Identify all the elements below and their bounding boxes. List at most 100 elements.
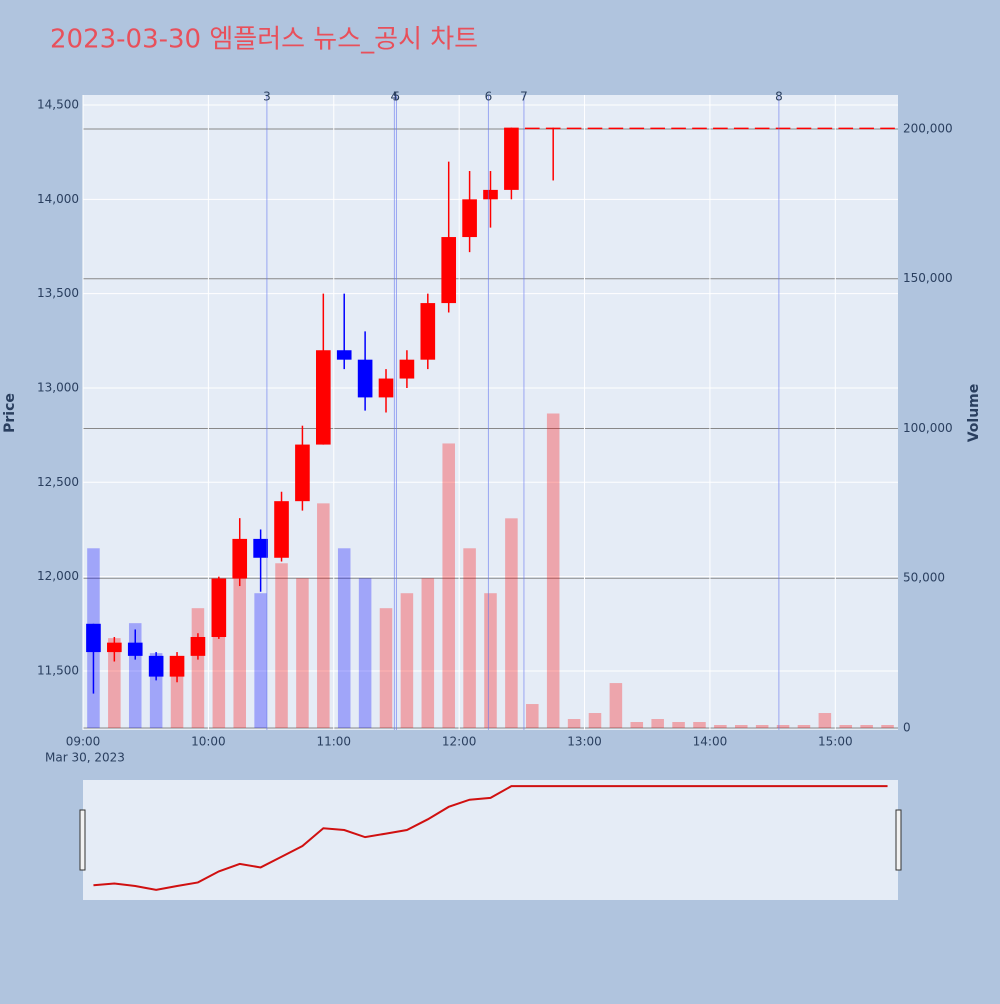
candle-body bbox=[107, 642, 122, 653]
volume-bar bbox=[797, 725, 811, 729]
candle-body bbox=[211, 578, 227, 637]
candle-body bbox=[545, 127, 561, 130]
volume-bar bbox=[233, 578, 246, 729]
candle-body bbox=[316, 350, 331, 445]
y2-tick-label: 0 bbox=[903, 721, 911, 735]
candle-body bbox=[566, 127, 582, 130]
volume-bar bbox=[379, 608, 393, 729]
candle-body bbox=[671, 127, 686, 130]
candle-body bbox=[608, 127, 624, 130]
candle-body bbox=[524, 127, 540, 130]
candle-body bbox=[274, 501, 289, 558]
volume-bar bbox=[191, 608, 205, 729]
candle-body bbox=[169, 655, 185, 677]
candle-body bbox=[253, 538, 268, 558]
x-tick-label: 10:00 bbox=[191, 735, 226, 749]
candle-body bbox=[357, 359, 373, 398]
candle-body bbox=[880, 127, 895, 130]
date-label: Mar 30, 2023 bbox=[45, 751, 125, 765]
candle-body bbox=[420, 303, 436, 360]
volume-bar bbox=[442, 443, 455, 729]
volume-bar bbox=[755, 725, 769, 729]
y2-tick-label: 100,000 bbox=[903, 421, 953, 435]
candle-body bbox=[838, 127, 854, 130]
candle-body bbox=[148, 655, 164, 677]
candle-body bbox=[441, 237, 457, 304]
chart-title: 2023-03-30 엠플러스 뉴스_공시 차트 bbox=[50, 25, 478, 55]
news-label: 3 bbox=[263, 90, 271, 104]
candle-body bbox=[775, 127, 791, 130]
volume-bar bbox=[358, 578, 372, 729]
y-tick-label: 13,500 bbox=[37, 286, 79, 300]
x-tick-label: 11:00 bbox=[316, 735, 351, 749]
news-label: 6 bbox=[485, 90, 493, 104]
candle-body bbox=[399, 359, 415, 379]
x-tick-label: 14:00 bbox=[693, 735, 728, 749]
x-tick-label: 09:00 bbox=[66, 735, 101, 749]
candle-body bbox=[692, 127, 707, 130]
y-axis-title: Price bbox=[2, 393, 18, 433]
y2-tick-label: 200,000 bbox=[903, 121, 953, 135]
volume-bar bbox=[484, 593, 497, 729]
candle-body bbox=[190, 636, 206, 656]
volume-bar bbox=[651, 719, 664, 729]
volume-bar bbox=[693, 722, 706, 729]
y-tick-label: 13,000 bbox=[37, 380, 79, 394]
volume-bar bbox=[860, 725, 873, 729]
candle-body bbox=[127, 642, 143, 656]
y-tick-label: 14,000 bbox=[37, 192, 79, 206]
y2-tick-label: 150,000 bbox=[903, 271, 953, 285]
y2-axis-title: Volume bbox=[966, 384, 982, 443]
volume-bar bbox=[108, 638, 121, 729]
candle-body bbox=[295, 444, 310, 502]
volume-bar bbox=[275, 563, 288, 729]
volume-bar bbox=[463, 548, 476, 729]
candle-body bbox=[86, 623, 101, 653]
y2-tick-label: 50,000 bbox=[903, 571, 945, 585]
news-label: 8 bbox=[775, 90, 783, 104]
volume-bar bbox=[400, 593, 414, 729]
volume-bar bbox=[567, 719, 581, 729]
volume-bar bbox=[546, 413, 560, 729]
volume-bar bbox=[839, 725, 853, 729]
volume-bar bbox=[818, 713, 832, 729]
candle-body bbox=[796, 127, 812, 130]
news-label: 5 bbox=[393, 90, 401, 104]
slider-handle[interactable] bbox=[79, 809, 86, 871]
x-tick-label: 15:00 bbox=[818, 735, 853, 749]
candle-body bbox=[483, 189, 498, 200]
y-tick-label: 12,000 bbox=[37, 569, 79, 583]
volume-bar bbox=[421, 578, 435, 729]
candle-body bbox=[504, 127, 519, 190]
volume-bar bbox=[296, 578, 309, 729]
slider-handle[interactable] bbox=[895, 809, 902, 871]
slider-line bbox=[93, 785, 888, 891]
volume-bar bbox=[254, 593, 267, 729]
news-label: 7 bbox=[520, 90, 528, 104]
volume-bar bbox=[672, 722, 685, 729]
volume-bar bbox=[526, 704, 539, 729]
candle-body bbox=[733, 127, 749, 130]
x-tick-label: 12:00 bbox=[442, 735, 477, 749]
volume-bar bbox=[170, 668, 184, 729]
volume-bar bbox=[714, 725, 727, 729]
candle-body bbox=[629, 127, 645, 130]
candle-body bbox=[462, 199, 477, 238]
candle-body bbox=[859, 127, 874, 130]
y-tick-label: 11,500 bbox=[37, 663, 79, 677]
volume-bar bbox=[735, 725, 748, 729]
volume-bar bbox=[609, 683, 623, 729]
candle-body bbox=[817, 127, 833, 130]
y-tick-label: 14,500 bbox=[37, 97, 79, 111]
volume-bar bbox=[317, 503, 330, 729]
volume-bar bbox=[630, 722, 644, 729]
candle-body bbox=[713, 127, 728, 130]
volume-bar bbox=[337, 548, 351, 729]
range-slider bbox=[83, 780, 898, 900]
candle-body bbox=[336, 350, 352, 360]
volume-bar bbox=[881, 725, 894, 729]
candle-body bbox=[754, 127, 770, 130]
volume-bar bbox=[776, 725, 790, 729]
